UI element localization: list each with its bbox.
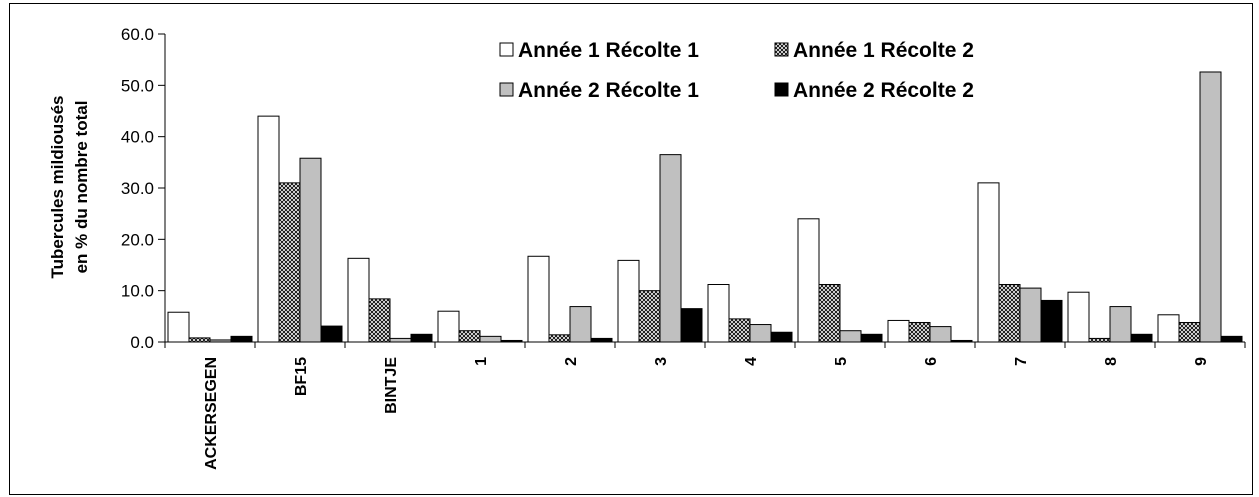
bar-bintje-series-1 — [348, 258, 369, 342]
x-tick-labels: ACKERSEGEN BF15 BINTJE 1 2 3 4 5 6 7 8 9 — [203, 357, 1210, 470]
bar-ackersegen-series-2 — [189, 338, 210, 342]
y-axis-label-line1: Tubercules mildiousés — [48, 96, 67, 279]
bar-7-series-4 — [1041, 300, 1062, 342]
y-tick-label: 0.0 — [130, 333, 154, 352]
bar-bf15-series-4 — [321, 326, 342, 342]
bar-bintje-series-3 — [390, 338, 411, 342]
bar-5-series-2 — [819, 285, 840, 342]
x-tick-label: ACKERSEGEN — [203, 357, 220, 470]
legend-label: Année 1 Récolte 2 — [793, 39, 974, 62]
bar-8-series-3 — [1110, 307, 1131, 342]
x-tick-label: BINTJE — [383, 357, 400, 414]
y-tick-label: 10.0 — [121, 282, 154, 301]
bar-2-series-2 — [549, 335, 570, 342]
x-tick-label: 8 — [1103, 357, 1120, 366]
bar-8-series-1 — [1068, 292, 1089, 342]
x-tick-label: 2 — [563, 357, 580, 366]
x-tick-label: 6 — [923, 357, 940, 366]
bar-9-series-1 — [1158, 315, 1179, 342]
y-tick-label: 50.0 — [121, 76, 154, 95]
bar-ackersegen-series-1 — [168, 312, 189, 342]
bar-6-series-1 — [888, 320, 909, 342]
bar-bintje-series-4 — [411, 334, 432, 342]
y-axis-label-line2: en % du nombre total — [72, 101, 91, 274]
legend-label: Année 1 Récolte 1 — [518, 39, 699, 62]
x-tick-label: 7 — [1013, 357, 1030, 366]
bar-1-series-2 — [459, 331, 480, 342]
bar-2-series-3 — [570, 307, 591, 342]
x-tick-label: 4 — [743, 357, 760, 366]
x-tick-label: BF15 — [293, 357, 310, 396]
legend-label: Année 2 Récolte 1 — [518, 79, 699, 102]
bar-9-series-3 — [1200, 72, 1221, 342]
bar-4-series-4 — [771, 332, 792, 342]
bar-1-series-1 — [438, 311, 459, 342]
bar-bf15-series-2 — [279, 183, 300, 342]
bar-bf15-series-3 — [300, 158, 321, 342]
x-tick-label: 9 — [1193, 357, 1210, 366]
bar-ackersegen-series-4 — [231, 336, 252, 342]
y-tick-label: 30.0 — [121, 179, 154, 198]
y-tick-labels: 0.0 10.0 20.0 30.0 40.0 50.0 60.0 — [121, 25, 154, 352]
y-tick-label: 20.0 — [121, 230, 154, 249]
legend: Année 1 Récolte 1 Année 1 Récolte 2 Année … — [500, 39, 974, 102]
bar-bintje-series-2 — [369, 299, 390, 342]
bar-7-series-2 — [999, 285, 1020, 342]
bar-3-series-4 — [681, 309, 702, 342]
bar-7-series-1 — [978, 183, 999, 342]
bar-6-series-2 — [909, 322, 930, 342]
bar-2-series-4 — [591, 338, 612, 342]
legend-swatch — [775, 43, 788, 56]
bar-4-series-3 — [750, 325, 771, 342]
bar-2-series-1 — [528, 256, 549, 342]
bar-4-series-2 — [729, 319, 750, 342]
bar-3-series-3 — [660, 155, 681, 342]
legend-swatch — [500, 83, 513, 96]
bar-3-series-2 — [639, 291, 660, 342]
bar-bf15-series-1 — [258, 116, 279, 342]
bar-4-series-1 — [708, 285, 729, 342]
y-tick-label: 40.0 — [121, 128, 154, 147]
bar-6-series-3 — [930, 327, 951, 342]
bar-7-series-3 — [1020, 288, 1041, 342]
bar-1-series-3 — [480, 336, 501, 342]
bars-layer — [168, 72, 1242, 342]
legend-swatch — [775, 83, 788, 96]
y-tick-label: 60.0 — [121, 25, 154, 44]
bar-9-series-2 — [1179, 322, 1200, 342]
bar-3-series-1 — [618, 260, 639, 342]
bar-5-series-1 — [798, 219, 819, 342]
bar-5-series-4 — [861, 334, 882, 342]
x-tick-label: 5 — [833, 357, 850, 366]
x-tick-label: 3 — [653, 357, 670, 366]
bar-5-series-3 — [840, 331, 861, 342]
legend-swatch — [500, 43, 513, 56]
x-tick-label: 1 — [473, 357, 490, 366]
bar-8-series-2 — [1089, 338, 1110, 342]
bar-8-series-4 — [1131, 334, 1152, 342]
legend-label: Année 2 Récolte 2 — [793, 79, 974, 102]
bar-9-series-4 — [1221, 336, 1242, 342]
